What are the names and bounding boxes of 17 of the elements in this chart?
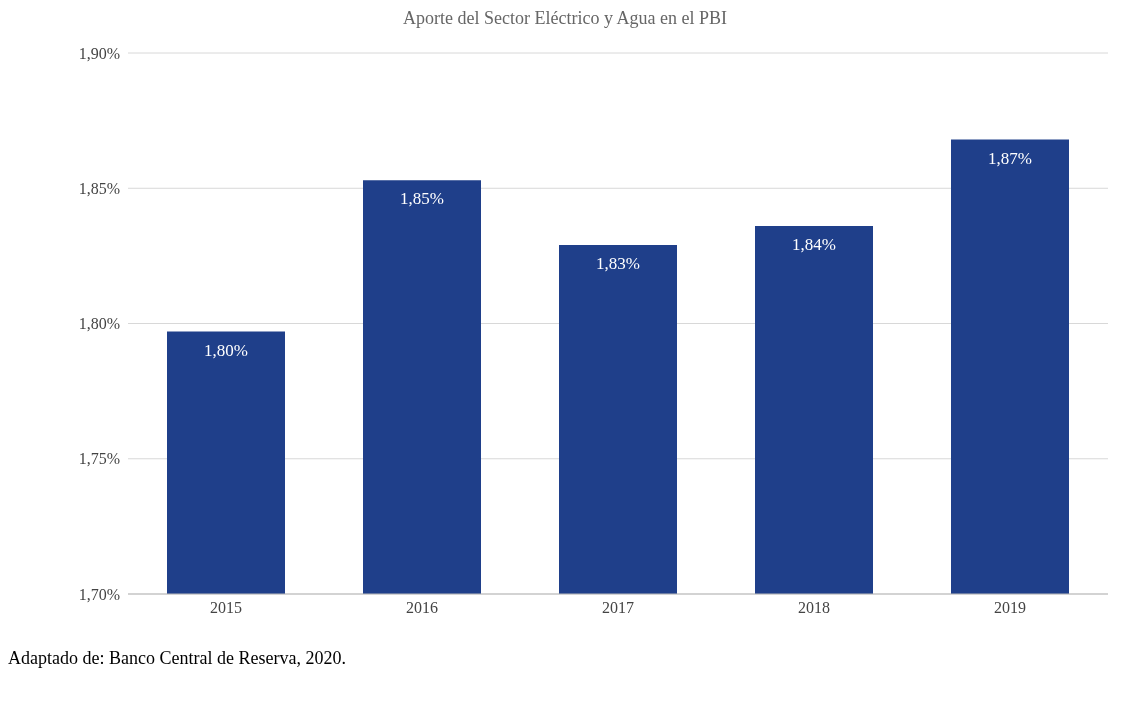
data-label: 1,84% <box>792 235 836 255</box>
data-label: 1,87% <box>988 148 1032 168</box>
x-tick-label: 2015 <box>210 599 242 617</box>
x-tick-label: 2019 <box>994 599 1026 617</box>
data-label: 1,83% <box>596 254 640 274</box>
chart-title: Aporte del Sector Eléctrico y Agua en el PBI <box>402 8 728 29</box>
y-tick-label: 1,80% <box>78 315 120 333</box>
x-tick-label: 2018 <box>798 599 830 617</box>
y-tick-label: 1,85% <box>78 179 120 197</box>
x-tick-label: 2016 <box>406 599 438 617</box>
y-tick-label: 1,70% <box>78 585 120 603</box>
y-tick-label: 1,75% <box>78 450 120 468</box>
x-tick-label: 2017 <box>602 599 634 617</box>
y-tick-label: 1,90% <box>78 44 120 62</box>
text: Adaptado de: Banco Central de Reserva, 2020. <box>8 648 346 669</box>
data-label: 1,85% <box>400 189 444 209</box>
data-label: 1,80% <box>204 340 248 360</box>
